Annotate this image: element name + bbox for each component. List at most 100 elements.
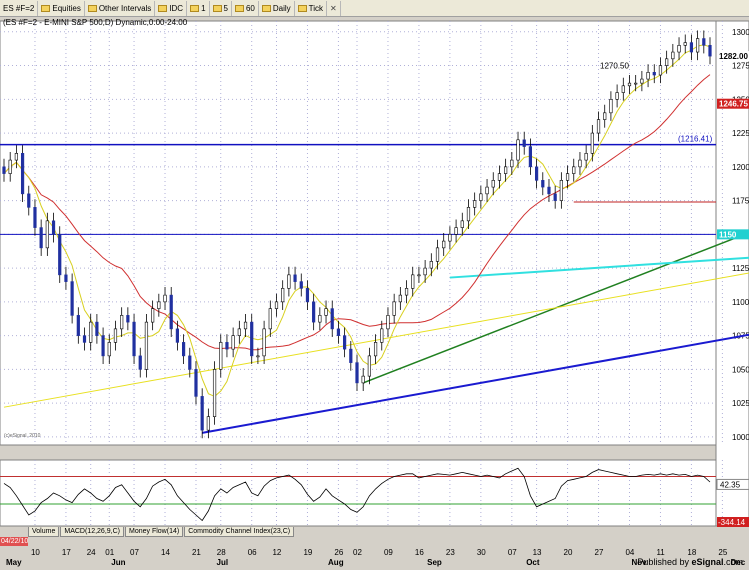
publisher-prefix: Published by	[637, 557, 692, 567]
x-axis-band	[0, 541, 749, 570]
x-tick-label: 20	[564, 548, 573, 557]
candle-body	[305, 288, 310, 303]
candle-body	[2, 166, 6, 174]
x-tick-label: 18	[687, 548, 696, 557]
tab-volume[interactable]: Volume	[28, 527, 60, 537]
interval-daily[interactable]: Daily	[259, 0, 295, 16]
candle-body	[596, 119, 601, 134]
candle-body	[51, 220, 56, 235]
x-month-label: Dec	[731, 558, 746, 567]
candle-body	[665, 58, 669, 66]
publisher-brand: eSignal	[691, 557, 724, 567]
candle-body	[578, 159, 582, 168]
candle-body	[689, 42, 694, 53]
x-month-label: Sep	[427, 558, 442, 567]
candle-body	[157, 301, 161, 309]
x-tick-label: 19	[303, 548, 312, 557]
tab-cci[interactable]: Commodity Channel Index(23,C)	[184, 527, 295, 537]
indicator-tabs: Volume MACD(12,26,9,C) Money Flow(14) Co…	[28, 527, 295, 537]
cci-line	[3, 467, 711, 522]
x-tick-label: 28	[217, 548, 226, 557]
y-tick-label: 1225.00	[732, 129, 749, 138]
candle-body	[411, 274, 415, 289]
tab-macd[interactable]: MACD(12,26,9,C)	[60, 527, 124, 537]
watermark: (c)eSignal, 2010	[4, 433, 41, 439]
tab-money-flow[interactable]: Money Flow(14)	[125, 527, 184, 537]
candle-body	[646, 72, 650, 80]
candle-body	[442, 240, 446, 249]
folder-icon	[297, 4, 307, 12]
candle-body	[634, 82, 638, 85]
candle-body	[609, 99, 613, 114]
candle-body	[621, 85, 625, 93]
candle-body	[559, 180, 563, 201]
y-tick-label: 1275.00	[732, 62, 749, 71]
close-icon: ✕	[330, 3, 337, 13]
y-tick-label: 1200.00	[732, 163, 749, 172]
cci-lower-label: -344.14	[718, 518, 746, 527]
symbol-label: ES #F=2	[3, 3, 35, 13]
candle-body	[553, 193, 557, 201]
cci-lower-tag	[717, 517, 749, 527]
candle-body	[504, 166, 508, 174]
y-tick-label: 1100.00	[732, 298, 749, 307]
symbol-tab[interactable]: ES #F=2	[0, 0, 39, 16]
candle-body	[293, 274, 297, 282]
price-chart-svg[interactable]: 1000.001025.001050.001075.001100.001125.…	[0, 17, 749, 570]
candle-body	[386, 315, 390, 330]
candle-body	[281, 288, 285, 303]
interval-tick[interactable]: Tick	[295, 0, 328, 16]
folder-icon	[212, 4, 222, 12]
candle-body	[243, 321, 248, 330]
x-tick-label: 13	[533, 548, 542, 557]
candle-body	[541, 180, 545, 188]
candle-body	[435, 247, 440, 262]
yellow-trendline	[3, 272, 749, 408]
x-tick-label: 21	[192, 548, 201, 557]
candle-body	[64, 274, 68, 282]
price-tag-label: 1282.00	[719, 52, 748, 61]
interval-idc[interactable]: IDC	[155, 0, 188, 16]
folder-icon	[158, 4, 168, 12]
candle-body	[95, 321, 99, 336]
interval-5[interactable]: 5	[210, 0, 232, 16]
candle-body	[132, 321, 136, 357]
candle-body	[708, 45, 712, 57]
candle-body	[683, 42, 687, 46]
price-tag	[717, 51, 749, 62]
close-chart-button[interactable]: ✕	[327, 0, 341, 16]
x-tick-label: 23	[446, 548, 455, 557]
candle-body	[231, 335, 235, 350]
candle-body	[590, 132, 594, 154]
price-tag-label: 1246.75	[719, 100, 748, 109]
x-tick-label: 14	[161, 548, 170, 557]
x-tick-label: 24	[87, 548, 96, 557]
blue-trendline	[201, 333, 749, 434]
interval-60[interactable]: 60	[232, 0, 259, 16]
folder-other-intervals[interactable]: Other Intervals	[85, 0, 156, 16]
candle-body	[473, 200, 477, 208]
interval-1[interactable]: 1	[187, 0, 210, 16]
moving-average-red	[3, 74, 711, 351]
candle-body	[696, 38, 700, 53]
interval-60-label: 60	[245, 3, 255, 13]
candle-body	[603, 112, 607, 120]
candle-body	[417, 274, 421, 277]
x-tick-label: 07	[130, 548, 139, 557]
chart-area[interactable]: 1000.001025.001050.001075.001100.001125.…	[0, 17, 749, 570]
candle-body	[188, 355, 192, 370]
candle-body	[33, 207, 37, 228]
x-month-label: Jul	[217, 558, 229, 567]
folder-equities[interactable]: Equities	[38, 0, 85, 16]
candle-body	[615, 92, 619, 100]
candle-body	[429, 261, 433, 269]
indicator-pane	[0, 459, 717, 527]
y-tick-label: 1050.00	[732, 365, 749, 374]
candle-body	[219, 342, 223, 370]
x-tick-label: 01	[105, 548, 114, 557]
publisher-suffix: .com	[723, 557, 743, 567]
candle-body	[324, 308, 328, 316]
x-tick-label: 11	[656, 548, 665, 557]
x-tick-label: 26	[334, 548, 343, 557]
candle-body	[702, 38, 706, 46]
